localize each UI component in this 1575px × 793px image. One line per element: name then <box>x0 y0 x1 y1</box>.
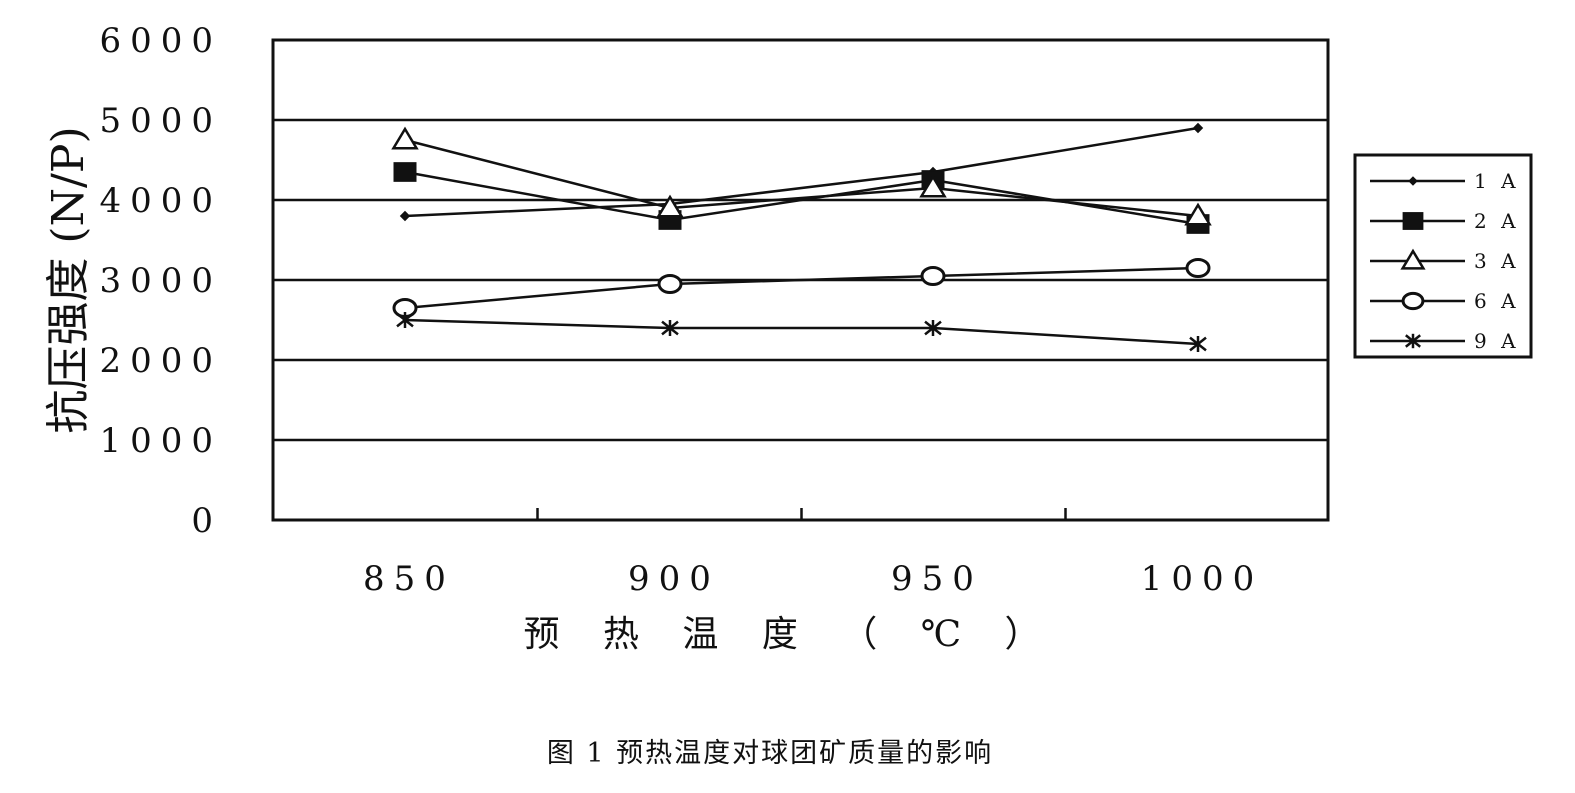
legend-label: 6 A <box>1474 289 1520 313</box>
data-point <box>919 174 947 198</box>
data-point <box>1400 248 1426 270</box>
x-axis-ticks: 850 900 950 1000 <box>363 508 1264 599</box>
series-6a <box>392 258 1211 318</box>
y-tick-label: 1000 <box>99 421 222 461</box>
x-tick-label: 950 <box>891 559 983 599</box>
y-tick-label: 5000 <box>99 101 222 141</box>
series-line <box>404 318 1199 346</box>
legend-frame <box>1353 153 1533 359</box>
y-tick-label: 3000 <box>99 261 222 301</box>
data-point <box>1405 333 1421 349</box>
data-point <box>1401 291 1425 311</box>
series-line <box>404 266 1199 310</box>
x-tick-label: 900 <box>628 559 720 599</box>
data-point <box>1402 212 1424 230</box>
data-point <box>924 320 942 336</box>
y-tick-label: 4000 <box>99 181 222 221</box>
series <box>391 122 1212 352</box>
legend-label: 9 A <box>1474 329 1520 353</box>
x-tick-label: 1000 <box>1141 559 1264 599</box>
legend-label: 2 A <box>1474 209 1520 233</box>
series-line <box>404 138 1199 218</box>
legend: 1 A 2 A 3 A 6 A 9 A <box>1353 153 1533 359</box>
x-tick-label: 850 <box>363 559 455 599</box>
y-tick-label: 2000 <box>99 341 222 381</box>
legend-entry: 1 A <box>1370 169 1520 193</box>
data-point <box>399 210 411 222</box>
y-tick-label: 6000 <box>99 21 222 61</box>
x-axis-label: 预 热 温 度 （ ℃ ） <box>524 614 1057 655</box>
series-9a <box>396 312 1207 352</box>
series-line <box>404 126 1199 218</box>
legend-entry: 9 A <box>1370 329 1520 353</box>
data-point <box>391 126 419 150</box>
y-axis-label: 抗压强度 (N/P) <box>43 126 94 433</box>
legend-entry: 2 A <box>1370 209 1520 233</box>
legend-label: 1 A <box>1474 169 1520 193</box>
legend-label: 3 A <box>1474 249 1520 273</box>
data-point <box>1192 122 1204 134</box>
data-point <box>1184 202 1212 226</box>
data-point <box>661 320 679 336</box>
figure-caption: 图 1 预热温度对球团矿质量的影响 <box>547 738 993 769</box>
y-axis-ticks: 0 1000 2000 3000 4000 5000 6000 <box>99 21 222 541</box>
data-point <box>393 162 417 182</box>
series-3a <box>391 126 1212 226</box>
legend-entry: 3 A <box>1370 248 1520 273</box>
data-point <box>1185 258 1211 278</box>
data-point <box>656 194 684 218</box>
legend-entry: 6 A <box>1370 289 1520 313</box>
data-point <box>396 312 414 328</box>
data-point <box>1408 176 1418 186</box>
data-point <box>1189 336 1207 352</box>
data-point <box>920 266 946 286</box>
y-tick-label: 0 <box>191 501 222 541</box>
data-point <box>657 274 683 294</box>
